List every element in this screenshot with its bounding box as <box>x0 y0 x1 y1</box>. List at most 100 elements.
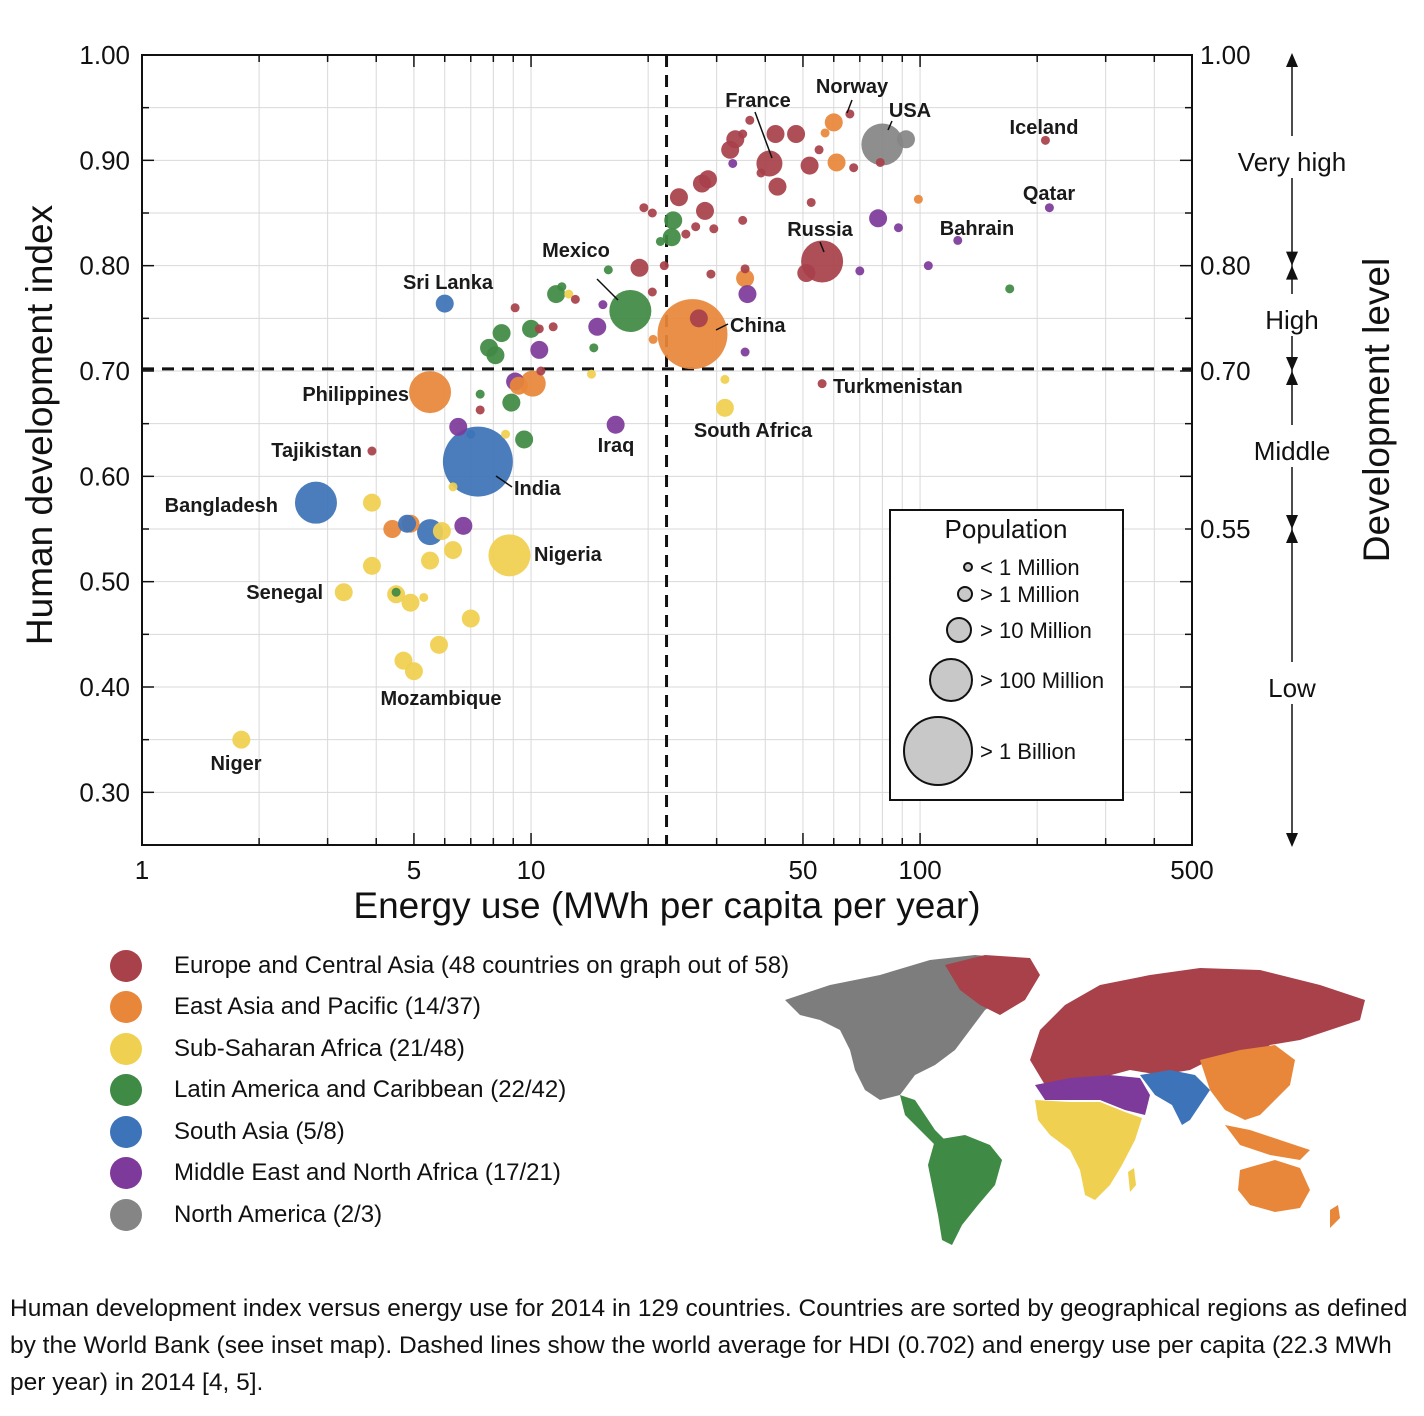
region-legend-swatch <box>110 1032 142 1065</box>
y-tick-label: 0.80 <box>79 251 130 281</box>
data-point <box>855 266 865 276</box>
population-legend: Population < 1 Million> 1 Million > 10 Mil… <box>889 509 1124 801</box>
data-point <box>849 163 859 173</box>
arrow-head <box>1286 515 1298 529</box>
data-point <box>756 168 766 178</box>
map-mena <box>1035 1075 1150 1115</box>
region-legend-label: East Asia and Pacific (14/37) <box>174 993 481 1021</box>
hdi-energy-scatter-chart: 1 5 10 50 100 500 1.00 0.90 0.80 0.70 0.60 0.50 0.40… <box>19 40 1397 1245</box>
data-point <box>689 309 708 328</box>
y-tick-label: 1.00 <box>79 40 130 70</box>
x-tick-label: 10 <box>517 855 546 885</box>
population-legend-label: > 1 Billion <box>980 739 1076 764</box>
point-iraq <box>606 415 625 434</box>
region-legend-swatch <box>110 1157 142 1190</box>
data-point <box>534 324 544 334</box>
data-point <box>706 269 716 279</box>
point-sri-lanka <box>435 294 454 313</box>
population-legend-circle <box>963 562 973 572</box>
population-legend-label: > 100 Million <box>980 668 1104 693</box>
arrow-head <box>1286 833 1298 847</box>
data-points <box>232 109 1054 749</box>
region-legend-item: Europe and Central Asia (48 countries on… <box>110 945 890 987</box>
data-point <box>893 223 903 233</box>
data-point <box>362 493 381 512</box>
data-point <box>398 514 417 533</box>
region-legend-item: East Asia and Pacific (14/37) <box>110 987 890 1029</box>
map-europe-central-asia <box>1030 968 1365 1085</box>
leader-line <box>887 120 893 131</box>
data-point <box>515 430 534 449</box>
data-point <box>383 520 402 538</box>
region-legend-label: Middle East and North Africa (17/21) <box>174 1159 561 1187</box>
development-level-scale: Very high High Middle Low <box>1238 53 1346 847</box>
region-legend-item: North America (2/3) <box>110 1194 890 1236</box>
data-point <box>738 215 748 225</box>
region-legend-swatch <box>110 1115 142 1148</box>
point-qatar <box>1044 203 1054 213</box>
data-point <box>768 177 787 196</box>
data-point <box>738 129 748 139</box>
leader-line <box>846 99 853 114</box>
x-tick-label: 50 <box>789 855 818 885</box>
point-china <box>657 299 728 370</box>
data-point <box>466 429 476 439</box>
data-point <box>740 264 750 274</box>
map-new-zealand <box>1330 1205 1340 1228</box>
x-tick-label: 100 <box>898 855 941 885</box>
data-point <box>647 208 657 218</box>
region-legend-label: North America (2/3) <box>174 1200 383 1228</box>
data-point <box>669 188 688 207</box>
data-point <box>362 556 381 575</box>
data-point <box>709 224 719 234</box>
data-point <box>913 194 923 204</box>
data-point <box>588 317 607 336</box>
data-point <box>501 429 511 439</box>
data-point <box>745 115 755 125</box>
data-point <box>530 340 549 359</box>
data-point <box>564 289 574 299</box>
data-point <box>443 541 462 560</box>
point-senegal <box>334 583 353 602</box>
x-tick-label: 5 <box>407 855 421 885</box>
label-philippines: Philippines <box>302 384 409 406</box>
label-qatar: Qatar <box>1023 183 1075 205</box>
map-central-america <box>900 1095 945 1145</box>
region-legend-swatch <box>110 1198 142 1231</box>
arrow-head <box>1286 251 1298 266</box>
chart-root: 1 5 10 50 100 500 1.00 0.90 0.80 0.70 0.60 0.50 0.40… <box>19 40 1397 1245</box>
data-point <box>681 229 691 239</box>
data-point <box>536 366 546 376</box>
region-legend-item: South Asia (5/8) <box>110 1111 890 1153</box>
region-legend-item: Latin America and Caribbean (22/42) <box>110 1070 890 1112</box>
leader-line <box>596 278 619 301</box>
data-point <box>448 482 458 492</box>
data-point <box>695 201 714 220</box>
data-point <box>664 211 683 230</box>
region-legend-swatch <box>110 991 142 1024</box>
point-turkmenistan <box>817 379 827 389</box>
right-tick-label: 1.00 <box>1200 40 1251 70</box>
leader-line <box>819 241 825 253</box>
map-australia <box>1238 1160 1310 1212</box>
data-point <box>766 125 785 143</box>
region-legend-label: Europe and Central Asia (48 countries on… <box>174 951 790 979</box>
map-south-america <box>928 1135 1002 1245</box>
point-south-africa <box>715 398 734 417</box>
right-tick-label: 0.55 <box>1200 514 1251 544</box>
label-south-africa: South Africa <box>694 420 813 442</box>
data-point <box>475 389 485 399</box>
point-usa <box>861 123 904 166</box>
right-axis-title: Development level <box>1356 258 1397 562</box>
data-point <box>475 405 485 415</box>
label-senegal: Senegal <box>246 582 323 604</box>
data-point <box>728 158 738 168</box>
data-point <box>691 222 701 232</box>
data-point <box>736 269 755 288</box>
data-point <box>630 258 649 277</box>
map-greenland <box>945 955 1040 1015</box>
y-tick-label: 0.50 <box>79 567 130 597</box>
leader-line <box>715 323 729 331</box>
label-tajikistan: Tajikistan <box>271 440 362 462</box>
point-tajikistan <box>367 446 377 456</box>
